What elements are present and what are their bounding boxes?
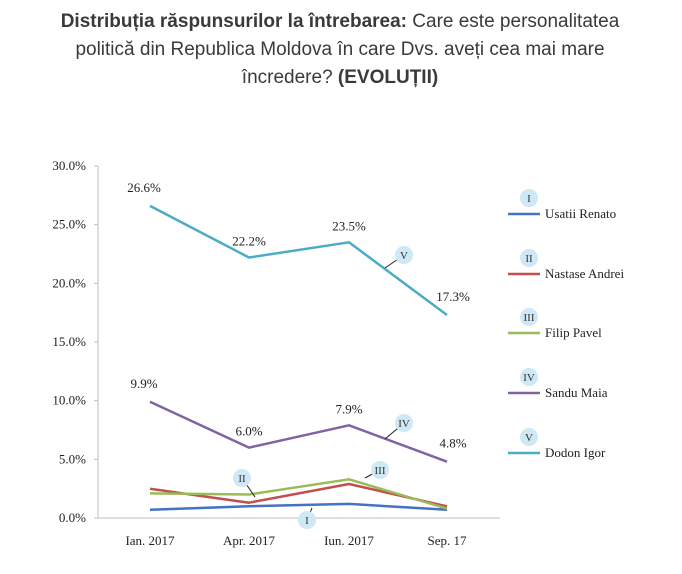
series-line bbox=[149, 400, 448, 463]
chart-title: Distribuția răspunsurilor la întrebarea:… bbox=[40, 8, 640, 92]
legend-roman: I bbox=[527, 193, 531, 205]
series-lines bbox=[149, 204, 448, 512]
legend-label: Filip Pavel bbox=[545, 325, 602, 340]
y-tick-label: 30.0% bbox=[52, 158, 86, 173]
legend-roman-circle bbox=[520, 189, 538, 207]
x-tick-label: Ian. 2017 bbox=[125, 533, 175, 548]
legend-roman-circle bbox=[520, 249, 538, 267]
data-labels: 9.9% 6.0% 7.9% 4.8% 26.6% 22.2% 23.5% 17.3% bbox=[127, 180, 470, 451]
data-label: 17.3% bbox=[436, 289, 470, 304]
legend-label: Dodon Igor bbox=[545, 445, 606, 460]
y-tick-label: 0.0% bbox=[59, 510, 86, 525]
series-line bbox=[149, 204, 448, 317]
y-axis: 0.0% 5.0% 10.0% 15.0% 20.0% 25.0% 30.0% bbox=[52, 158, 98, 525]
legend-roman: IV bbox=[523, 372, 535, 384]
legend-label: Sandu Maia bbox=[545, 385, 608, 400]
legend-label: Usatii Renato bbox=[545, 206, 616, 221]
data-label: 7.9% bbox=[335, 401, 362, 416]
legend-roman: V bbox=[525, 432, 533, 444]
legend-roman: III bbox=[524, 312, 535, 324]
legend-label: Nastase Andrei bbox=[545, 266, 624, 281]
legend-roman-circle bbox=[520, 368, 538, 386]
callout-circle bbox=[371, 461, 389, 479]
title-question: Care este personalitatea politică din Re… bbox=[75, 11, 620, 88]
callout-roman: II bbox=[238, 473, 246, 485]
callout-roman: III bbox=[375, 465, 386, 477]
callout-roman: V bbox=[400, 250, 408, 262]
series-line bbox=[149, 502, 448, 512]
x-tick-label: Apr. 2017 bbox=[223, 533, 276, 548]
y-tick-label: 20.0% bbox=[52, 275, 86, 290]
callout-circle bbox=[298, 511, 316, 529]
legend-roman: II bbox=[525, 253, 533, 265]
y-tick-label: 15.0% bbox=[52, 334, 86, 349]
y-tick-label: 25.0% bbox=[52, 217, 86, 232]
y-tick-label: 5.0% bbox=[59, 451, 86, 466]
callout-circle bbox=[233, 469, 251, 487]
callout-circle bbox=[395, 414, 413, 432]
data-label: 22.2% bbox=[232, 234, 266, 249]
callout-circle bbox=[395, 246, 413, 264]
legend: I Usatii Renato II Nastase Andrei III Filip P… bbox=[508, 189, 624, 460]
x-tick-label: Iun. 2017 bbox=[324, 533, 374, 548]
y-tick-label: 10.0% bbox=[52, 393, 86, 408]
series-line bbox=[149, 478, 448, 510]
data-label: 9.9% bbox=[130, 376, 157, 391]
callout-roman: I bbox=[305, 515, 309, 527]
data-label: 26.6% bbox=[127, 180, 161, 195]
legend-roman-circle bbox=[520, 308, 538, 326]
x-tick-label: Sep. 17 bbox=[428, 533, 468, 548]
data-label: 6.0% bbox=[235, 424, 262, 439]
title-bold-part: Distribuția răspunsurilor la întrebarea: bbox=[60, 11, 407, 32]
data-label: 4.8% bbox=[439, 436, 466, 451]
data-label: 23.5% bbox=[332, 218, 366, 233]
callout-roman: IV bbox=[398, 418, 410, 430]
title-suffix: (EVOLUȚII) bbox=[337, 67, 439, 88]
legend-roman-circle bbox=[520, 428, 538, 446]
x-axis: Ian. 2017 Apr. 2017 Iun. 2017 Sep. 17 bbox=[125, 533, 467, 548]
